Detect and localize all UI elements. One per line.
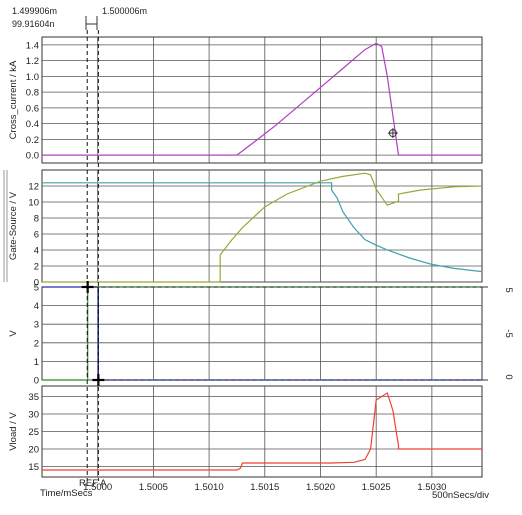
v-ylabel: V: [8, 330, 19, 337]
v-right-axis-top-label: 5: [503, 287, 514, 292]
v-panel: 0 1 2 3 4 5 V 5 -5 0: [8, 281, 514, 387]
gate_source-ytick-label: 6: [34, 230, 39, 241]
plot-panels: 0.0 0.2 0.4 0.6 0.8 1.0 1.2 1.4 Cross_current / …: [8, 30, 514, 493]
cross_current-ylabel: Cross_current / kA: [8, 60, 19, 139]
vload-panel: 15 20 25 30 35 Vload / V 1.5000 1.5005 1.5010 1.5…: [8, 385, 483, 493]
cross_current-frame: [41, 36, 483, 164]
vload-trace-0: [42, 392, 482, 471]
x-tick-label: 1.5025: [362, 482, 391, 493]
cross_current-ytick-label: 0.8: [26, 88, 39, 99]
v-frame: [41, 286, 483, 381]
cross_current-panel: 0.0 0.2 0.4 0.6 0.8 1.0 1.2 1.4 Cross_current / …: [8, 36, 483, 164]
vload-ytick-label: 20: [28, 445, 39, 456]
v-ytick-label: 5: [34, 283, 39, 294]
cross_current-ytick-label: 0.0: [26, 151, 39, 162]
v-trace-1: [42, 286, 482, 381]
gate_source-frame: [41, 169, 483, 283]
x-axis-label: Time/mSecs: [40, 488, 93, 499]
v-right-axis-mid-label: -5: [503, 329, 514, 337]
gate_source-trace-1: [42, 172, 483, 283]
gate_source-ytick-label: 4: [34, 246, 39, 257]
gate_source-ytick-label: 2: [34, 262, 39, 273]
gate_source-panel: 0 2 4 6 8 10 12 Gate-Source / V: [8, 169, 483, 289]
gate_source-ytick-label: 10: [28, 198, 39, 209]
vload-ytick-label: 15: [28, 462, 39, 473]
cursor2-time-label: 1.500006m: [102, 6, 147, 16]
gate_source-ylabel: Gate-Source / V: [8, 191, 19, 260]
gate_source-ytick-label: 12: [28, 182, 39, 193]
x-tick-label: 1.5020: [306, 482, 335, 493]
x-tick-label: 1.5010: [195, 482, 224, 493]
cross_current-ytick-label: 1.0: [26, 72, 39, 83]
v-right-axis-bottom-label: 0: [503, 374, 514, 379]
cross_current-ytick-label: 0.4: [26, 119, 39, 130]
vload-ytick-label: 35: [28, 392, 39, 403]
v-ytick-label: 3: [34, 320, 39, 331]
v-ytick-label: 4: [34, 301, 39, 312]
x-tick-label: 1.5005: [139, 482, 168, 493]
x-tick-label: 1.5030: [417, 482, 446, 493]
vload-ytick-label: 30: [28, 410, 39, 421]
v-ytick-label: 0: [34, 376, 39, 387]
gate_source-trace-0: [42, 182, 483, 273]
gate_source-ytick-label: 0: [34, 278, 39, 289]
cross_current-ytick-label: 0.2: [26, 135, 39, 146]
v-ytick-label: 1: [34, 357, 39, 368]
vload-ylabel: Vload / V: [8, 412, 19, 451]
vload-ytick-label: 25: [28, 427, 39, 438]
x-tick-label: 1.5015: [250, 482, 279, 493]
cross_current-ytick-label: 1.4: [26, 40, 39, 51]
cross_current-trace-0: [42, 42, 482, 156]
cross_current-ytick-label: 1.2: [26, 56, 39, 67]
cursor-delta-label: 99.91604n: [12, 19, 55, 29]
gate_source-ytick-label: 8: [34, 214, 39, 225]
cross_current-ytick-label: 0.6: [26, 103, 39, 114]
v-ytick-label: 2: [34, 338, 39, 349]
v-trace-0: [42, 286, 482, 381]
time-per-div-label: 500nSecs/div: [432, 490, 489, 501]
ref-cursor-label: REF A: [79, 478, 107, 489]
cursor1-time-label: 1.499906m: [12, 6, 57, 16]
x-tick-label: 1.5000: [83, 482, 112, 493]
